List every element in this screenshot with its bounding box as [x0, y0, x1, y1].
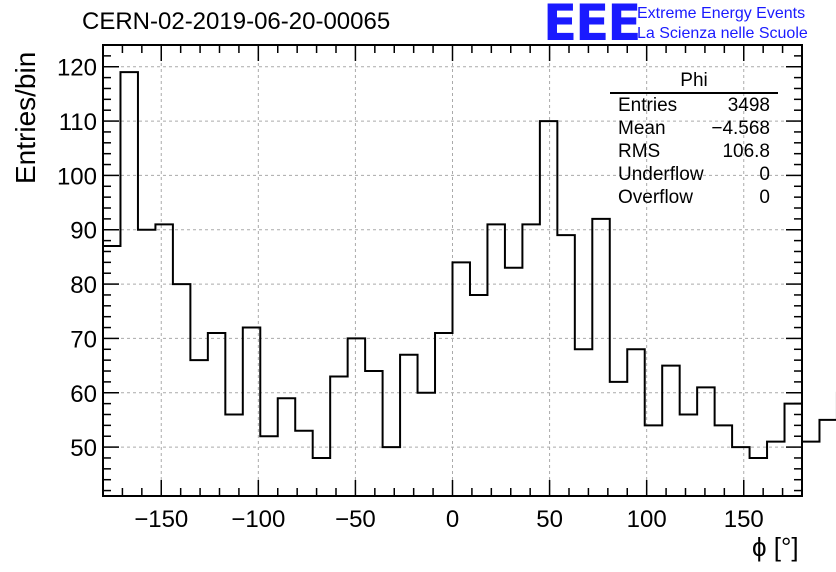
histogram-bin	[697, 387, 714, 496]
histogram-bin	[627, 349, 644, 496]
stats-label: RMS	[618, 141, 661, 162]
chart-title: CERN-02-2019-06-20-00065	[82, 8, 391, 35]
y-tick-label: 110	[59, 109, 97, 136]
histogram-bin	[470, 295, 487, 496]
histogram-bin	[487, 224, 504, 496]
logo-line-1: Extreme Energy Events	[637, 5, 806, 22]
y-tick-label: 60	[70, 381, 97, 408]
histogram-bin	[557, 235, 574, 496]
stats-value: 3498	[727, 95, 770, 116]
x-axis-label: ϕ [°]	[752, 532, 799, 562]
histogram-bin	[575, 349, 592, 496]
y-tick-label: 80	[70, 272, 97, 299]
stats-value: 0	[759, 164, 770, 185]
histogram-bin	[313, 458, 330, 496]
y-tick-label: 120	[57, 55, 97, 82]
stats-label: Overflow	[618, 187, 693, 208]
x-tick-label: 50	[536, 506, 563, 533]
y-tick-label: 70	[70, 326, 97, 353]
stats-box: Phi Entries 3498 Mean −4.568 RMS 106.8 U…	[610, 70, 778, 209]
stats-row-underflow: Underflow 0	[610, 163, 778, 186]
stats-row-overflow: Overflow 0	[610, 186, 778, 209]
stats-title: Phi	[610, 70, 778, 94]
histogram-bin	[750, 458, 767, 496]
stats-row-mean: Mean −4.568	[610, 117, 778, 140]
histogram-bin	[120, 72, 137, 496]
y-tick-label: 90	[70, 218, 97, 245]
histogram-bin	[383, 447, 400, 496]
histogram-bin	[400, 355, 417, 496]
histogram-bin	[785, 404, 802, 496]
histogram-line	[103, 71, 836, 459]
histogram-bin	[243, 328, 260, 496]
histogram-bin	[819, 420, 836, 496]
histogram-bin	[715, 425, 732, 496]
stats-value: 0	[759, 187, 770, 208]
logo-caption: Extreme Energy Events La Scienza nelle S…	[637, 4, 808, 44]
histogram-bin	[155, 224, 172, 496]
x-tick-label: −150	[134, 506, 188, 533]
histogram-bin	[190, 360, 207, 496]
histogram-bin	[592, 219, 609, 496]
histogram-bin	[610, 382, 627, 496]
histogram-bin	[662, 366, 679, 496]
histogram-bin	[278, 398, 295, 496]
stats-row-entries: Entries 3498	[610, 94, 778, 117]
y-axis-label: Entries/bin	[2, 52, 42, 184]
histogram-bin	[365, 371, 382, 496]
histogram-bin	[208, 333, 225, 496]
x-tick-label: 100	[627, 506, 667, 533]
logo-line-2: La Scienza nelle Scuole	[637, 25, 808, 42]
histogram-bin	[348, 338, 365, 496]
eee-logo: EEE	[543, 0, 641, 52]
x-tick-label: 0	[446, 506, 459, 533]
stats-row-rms: RMS 106.8	[610, 140, 778, 163]
y-tick-label: 50	[70, 435, 97, 462]
histogram-bin	[260, 436, 277, 496]
histogram-bin	[732, 447, 749, 496]
histogram-bin	[802, 442, 819, 496]
histogram-bin	[173, 284, 190, 496]
histogram-bin	[505, 268, 522, 496]
histogram-bin	[295, 431, 312, 496]
histogram-bin	[418, 393, 435, 496]
x-tick-label: −50	[335, 506, 376, 533]
x-tick-label: −100	[231, 506, 285, 533]
y-tick-label: 100	[57, 163, 97, 190]
stats-value: −4.568	[711, 118, 770, 139]
histogram-bin	[138, 230, 155, 496]
histogram-bin	[330, 376, 347, 496]
y-axis-label-text: Entries/bin	[10, 51, 41, 184]
stats-label: Mean	[618, 118, 666, 139]
stats-label: Entries	[618, 95, 678, 116]
histogram-bin	[435, 333, 452, 496]
histogram-bin	[225, 414, 242, 496]
histogram-bin	[540, 121, 557, 496]
histogram-bin	[522, 224, 539, 496]
stats-label: Underflow	[618, 164, 704, 185]
histogram-bin	[453, 262, 470, 496]
stats-value: 106.8	[722, 141, 770, 162]
x-tick-label: 150	[724, 506, 764, 533]
histogram-bin	[767, 442, 784, 496]
histogram-bin	[680, 414, 697, 496]
